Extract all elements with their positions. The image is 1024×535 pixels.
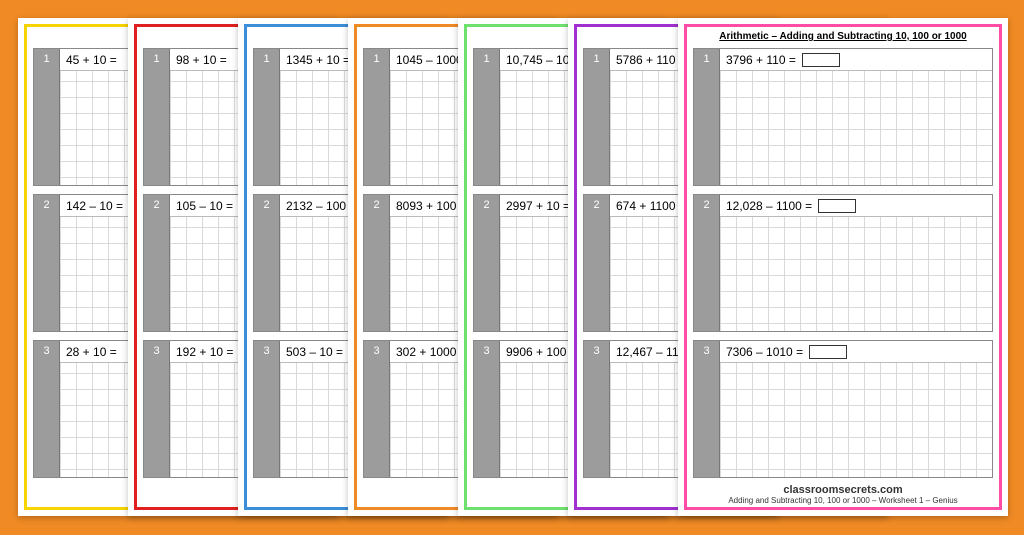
problem: 3 7306 – 1010 = [693, 340, 993, 478]
problem-number: 3 [254, 341, 280, 477]
equation-text: 98 + 10 = [176, 53, 227, 67]
equation-row: 12,028 – 1100 = [720, 195, 992, 217]
footer: classroomsecrets.comAdding and Subtracti… [687, 482, 999, 505]
equation-text: 142 – 10 = [66, 199, 123, 213]
problem: 2 12,028 – 1100 = [693, 194, 993, 332]
problem-number: 3 [364, 341, 390, 477]
worksheet-title: Arithmetic – Adding and Subtracting 10, … [687, 27, 999, 48]
problem-number: 1 [364, 49, 390, 185]
problem-number: 1 [34, 49, 60, 185]
equation-text: 1345 + 10 = [286, 53, 350, 67]
problem-number: 2 [584, 195, 610, 331]
problem-number: 2 [34, 195, 60, 331]
footer-site: classroomsecrets.com [687, 484, 999, 496]
problem-body: 3796 + 110 = [720, 49, 992, 185]
problem-number: 1 [474, 49, 500, 185]
equation-text: 9906 + 100 [506, 345, 566, 359]
equation-text: 45 + 10 = [66, 53, 117, 67]
worksheet-inner: Arithmetic – Adding and Subtracting 10, … [684, 24, 1002, 510]
equation-row: 3796 + 110 = [720, 49, 992, 71]
problem-number: 3 [474, 341, 500, 477]
equation-text: 674 + 1100 [616, 199, 676, 213]
problem-number: 1 [584, 49, 610, 185]
problem-number: 2 [474, 195, 500, 331]
equation-text: 3796 + 110 = [726, 53, 796, 67]
problem-body: 7306 – 1010 = [720, 341, 992, 477]
problem-number: 1 [144, 49, 170, 185]
equation-text: 503 – 10 = [286, 345, 343, 359]
equation-text: 28 + 10 = [66, 345, 117, 359]
problem-number: 1 [694, 49, 720, 185]
equation-text: 12,467 – 11 [616, 345, 679, 359]
equation-text: 10,745 – 10 [506, 53, 569, 67]
worksheet: Arithmetic – Adding and Subtracting 10, … [678, 18, 1008, 516]
problem-number: 3 [584, 341, 610, 477]
footer-subtitle: Adding and Subtracting 10, 100 or 1000 –… [687, 496, 999, 505]
problem: 1 3796 + 110 = [693, 48, 993, 186]
answer-box[interactable] [802, 53, 840, 67]
problem-list: 1 3796 + 110 = 2 12,028 – 1100 = 3 7306 – 101… [687, 48, 999, 478]
problem-number: 1 [254, 49, 280, 185]
equation-text: 2132 – 100 [286, 199, 346, 213]
problem-number: 3 [34, 341, 60, 477]
equation-text: 8093 + 100 [396, 199, 456, 213]
problem-number: 2 [694, 195, 720, 331]
problem-body: 12,028 – 1100 = [720, 195, 992, 331]
equation-text: 1045 – 1000 [396, 53, 463, 67]
problem-number: 2 [364, 195, 390, 331]
equation-text: 7306 – 1010 = [726, 345, 803, 359]
problem-number: 3 [694, 341, 720, 477]
equation-text: 5786 + 110 [616, 53, 676, 67]
problem-number: 2 [254, 195, 280, 331]
equation-text: 12,028 – 1100 = [726, 199, 812, 213]
problem-number: 3 [144, 341, 170, 477]
answer-box[interactable] [809, 345, 847, 359]
problem-number: 2 [144, 195, 170, 331]
equation-text: 2997 + 10 = [506, 199, 570, 213]
equation-text: 105 – 10 = [176, 199, 233, 213]
equation-text: 302 + 1000 [396, 345, 456, 359]
equation-row: 7306 – 1010 = [720, 341, 992, 363]
answer-box[interactable] [818, 199, 856, 213]
equation-text: 192 + 10 = [176, 345, 233, 359]
